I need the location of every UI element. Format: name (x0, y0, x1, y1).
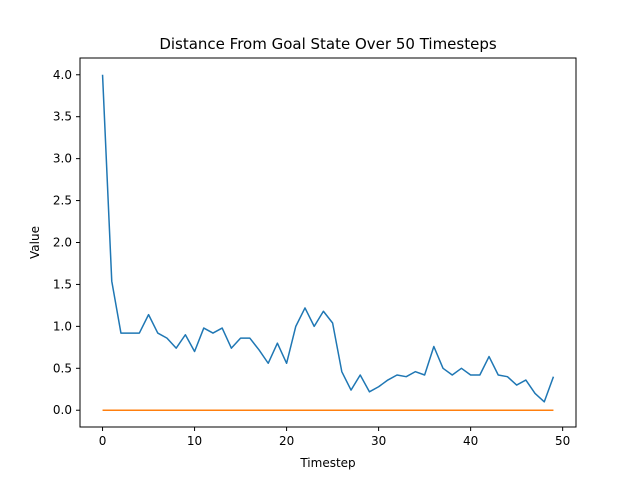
x-axis-ticks: 0 10 20 30 40 50 (99, 427, 570, 448)
y-axis-ticks: 0.0 0.5 1.0 1.5 2.0 2.5 3.0 3.5 4.0 (53, 68, 80, 417)
y-tick-label: 4.0 (53, 68, 72, 82)
y-tick-label: 1.0 (53, 319, 72, 333)
x-tick-label: 30 (371, 434, 386, 448)
x-tick-label: 20 (279, 434, 294, 448)
series-lines (101, 74, 555, 411)
y-tick-label: 3.5 (53, 110, 72, 124)
x-tick-label: 40 (463, 434, 478, 448)
x-tick-label: 10 (187, 434, 202, 448)
y-axis-label: Value (28, 226, 42, 259)
y-tick-label: 3.0 (53, 152, 72, 166)
y-tick-label: 2.5 (53, 194, 72, 208)
y-tick-label: 0.0 (53, 403, 72, 417)
chart-title: Distance From Goal State Over 50 Timeste… (159, 35, 497, 53)
y-tick-label: 2.0 (53, 236, 72, 250)
y-tick-label: 1.5 (53, 277, 72, 291)
series-line-0 (101, 74, 555, 403)
x-axis-label: Timestep (299, 456, 355, 470)
x-tick-label: 50 (555, 434, 570, 448)
plot-area (80, 58, 576, 427)
x-tick-label: 0 (99, 434, 107, 448)
y-tick-label: 0.5 (53, 361, 72, 375)
